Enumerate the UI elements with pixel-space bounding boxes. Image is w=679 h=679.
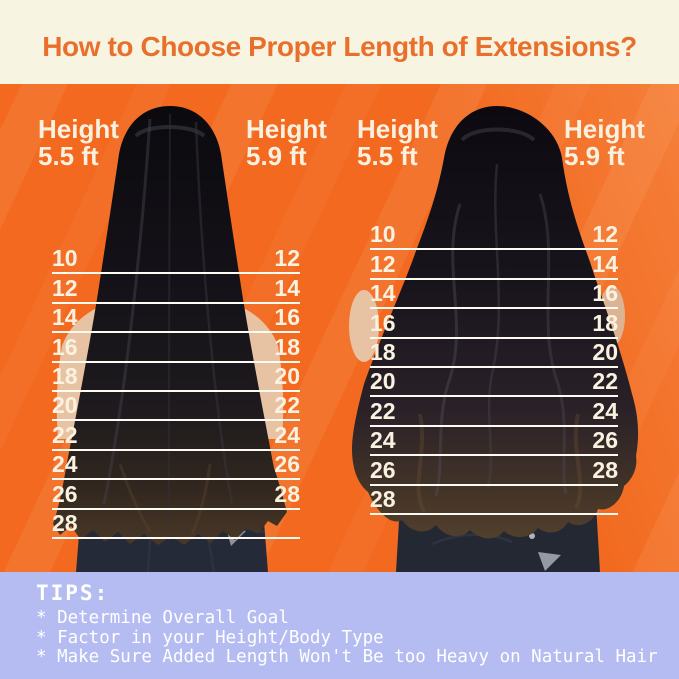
- ruler-row: 10 12: [52, 245, 300, 275]
- ruler-row: 16 18: [370, 309, 618, 339]
- length-value-left: 16: [370, 309, 396, 336]
- length-value-left: 26: [370, 456, 396, 483]
- length-value-left: 20: [370, 368, 396, 395]
- length-value-left: 28: [52, 509, 78, 536]
- ruler-row: 22 24: [370, 397, 618, 427]
- height-label-left-59: Height 5.9 ft: [246, 114, 327, 171]
- length-value-left: 18: [370, 338, 396, 365]
- length-value-left: 24: [370, 427, 396, 454]
- length-value-left: 12: [52, 274, 78, 301]
- length-value-right: 18: [274, 333, 300, 360]
- ruler-row: 24 26: [370, 427, 618, 457]
- ruler-row: 18 20: [370, 339, 618, 368]
- tip-item: * Determine Overall Goal: [36, 608, 289, 628]
- length-value-right: 28: [274, 480, 300, 507]
- length-value-right: 26: [274, 451, 300, 478]
- ruler-row: 26 28: [52, 480, 300, 510]
- height-label-right-55: Height 5.5 ft: [357, 114, 438, 171]
- length-value-right: 28: [592, 456, 618, 483]
- ruler-row: 12 14: [370, 250, 618, 280]
- length-value-right: 12: [274, 245, 300, 272]
- ruler-row: 12 14: [52, 274, 300, 304]
- length-value-left: 16: [52, 333, 78, 360]
- ruler-row: 22 24: [52, 421, 300, 451]
- length-value-right: 14: [592, 250, 618, 277]
- length-value-left: 28: [370, 485, 396, 512]
- ruler-row: 28: [370, 486, 618, 515]
- ruler-row: 20 22: [52, 392, 300, 422]
- comparison-section: Height 5.5 ft Height 5.9 ft Height 5.5 f…: [0, 84, 679, 572]
- ruler-row: 24 26: [52, 451, 300, 481]
- length-value-right: 16: [592, 280, 618, 307]
- length-ruler-wavy: 10 12 12 14 14 16 16 18 18 20 20 22 22 24 24 26 26 28 28: [370, 221, 618, 515]
- tip-item: * Factor in your Height/Body Type: [36, 627, 384, 648]
- ruler-row: 28: [52, 510, 300, 539]
- length-value-left: 12: [370, 250, 396, 277]
- length-value-left: 20: [52, 392, 78, 419]
- ruler-row: 20 22: [370, 368, 618, 398]
- length-value-right: 20: [274, 362, 300, 389]
- length-ruler-straight: 10 12 12 14 14 16 16 18 18 20 20 22 22 24 24 26 26 28 28: [52, 245, 300, 539]
- length-value-left: 24: [52, 451, 78, 478]
- wavy-hair-photo: [349, 106, 639, 572]
- length-value-right: 12: [592, 221, 618, 248]
- ruler-row: 16 18: [52, 333, 300, 363]
- height-label-left-55: Height 5.5 ft: [38, 114, 119, 171]
- ruler-row: 18 20: [52, 363, 300, 392]
- page-title: How to Choose Proper Length of Extension…: [42, 31, 637, 62]
- ruler-row: 14 16: [370, 280, 618, 310]
- tips-band: TIPS: * Determine Overall Goal * Factor …: [0, 572, 679, 679]
- length-value-right: 24: [274, 421, 300, 448]
- length-value-right: 24: [592, 397, 618, 424]
- length-value-left: 26: [52, 480, 78, 507]
- ruler-row: 10 12: [370, 221, 618, 251]
- length-value-left: 14: [370, 280, 396, 307]
- length-value-right: 26: [592, 427, 618, 454]
- length-value-right: 20: [592, 338, 618, 365]
- length-value-right: 22: [592, 368, 618, 395]
- length-value-left: 18: [52, 362, 78, 389]
- length-value-left: 22: [370, 397, 396, 424]
- length-value-right: 22: [274, 392, 300, 419]
- length-value-right: 18: [592, 309, 618, 336]
- straight-hair-photo: [53, 106, 287, 572]
- length-value-right: 16: [274, 304, 300, 331]
- tips-heading: TIPS:: [36, 581, 110, 605]
- ruler-row: 14 16: [52, 304, 300, 334]
- ruler-row: 26 28: [370, 456, 618, 486]
- length-value-left: 14: [52, 304, 78, 331]
- length-value-left: 10: [370, 221, 396, 248]
- tips-list: * Determine Overall Goal * Factor in you…: [36, 608, 658, 668]
- length-value-right: 14: [274, 274, 300, 301]
- tip-item: * Make Sure Added Length Won't Be too He…: [36, 647, 658, 668]
- height-label-right-59: Height 5.9 ft: [564, 114, 645, 171]
- wavy-hair: [352, 106, 639, 539]
- length-value-left: 10: [52, 245, 78, 272]
- header-band: How to Choose Proper Length of Extension…: [0, 0, 679, 84]
- jeans-logo-triangle: [538, 552, 561, 571]
- length-value-left: 22: [52, 421, 78, 448]
